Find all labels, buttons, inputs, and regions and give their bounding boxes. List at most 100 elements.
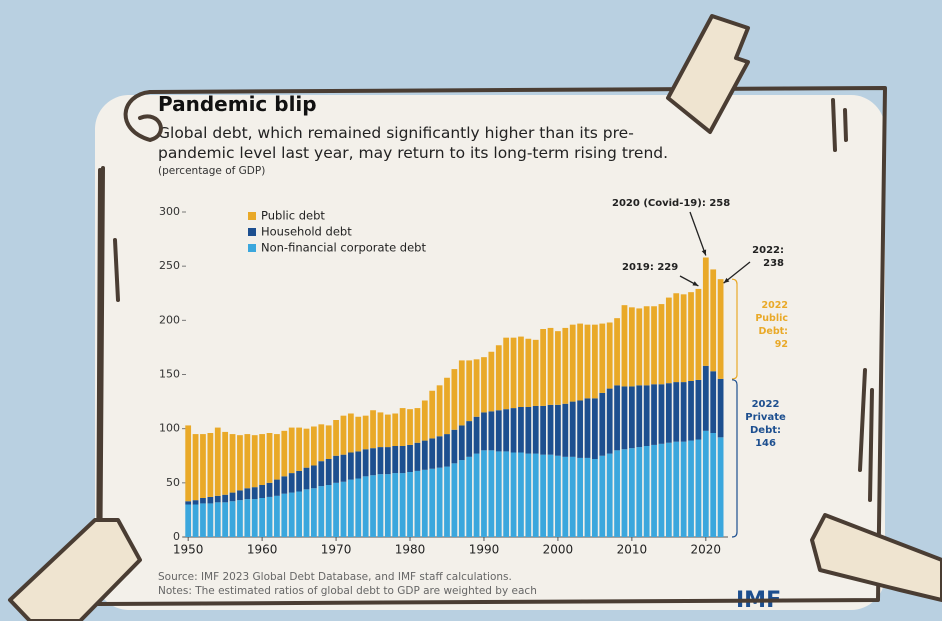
- bar-segment: [503, 451, 510, 537]
- bar-segment: [214, 502, 221, 537]
- bar-segment: [532, 405, 539, 454]
- bar-segment: [296, 470, 302, 492]
- bar-segment: [407, 444, 413, 472]
- x-tick-label: 2000: [543, 543, 574, 557]
- bar-segment: [355, 451, 362, 479]
- legend-swatch: [248, 228, 256, 236]
- bar-segment: [510, 337, 517, 409]
- bracket: [731, 278, 738, 380]
- bar-segment: [717, 378, 724, 438]
- bar-segment: [481, 450, 487, 537]
- bar-segment: [347, 452, 354, 480]
- bar-segment: [658, 304, 665, 385]
- bar-segment: [192, 500, 199, 505]
- bar-segment: [466, 421, 473, 457]
- bar-segment: [614, 385, 620, 451]
- bar-segment: [370, 410, 376, 449]
- bar-segment: [185, 425, 192, 502]
- bar-segment: [281, 476, 288, 494]
- bar-segment: [621, 386, 628, 450]
- bar-segment: [436, 467, 443, 537]
- bar-segment: [688, 440, 694, 537]
- bar-segment: [200, 434, 206, 498]
- x-tick-label: 2010: [617, 543, 648, 557]
- bar-segment: [429, 390, 436, 439]
- bar-segment: [214, 495, 221, 503]
- bar-segment: [495, 451, 502, 537]
- bar-segment: [377, 412, 384, 448]
- chart-subtitle: Global debt, which remained significantl…: [158, 124, 634, 142]
- bar-segment: [695, 288, 702, 380]
- bar-segment: [347, 479, 354, 537]
- bar-segment: [481, 357, 487, 413]
- bar-segment: [340, 415, 347, 455]
- bar-segment: [207, 433, 214, 497]
- bar-segment: [658, 443, 665, 537]
- bar-segment: [540, 454, 547, 537]
- bar-segment: [399, 473, 406, 537]
- bar-segment: [399, 408, 406, 446]
- bar-segment: [266, 496, 273, 537]
- bar-segment: [222, 502, 229, 537]
- bar-segment: [340, 481, 347, 537]
- bar-segment: [347, 413, 354, 453]
- bar-segment: [444, 466, 450, 537]
- bar-segment: [599, 392, 606, 456]
- bar-segment: [688, 381, 694, 441]
- bar-segment: [311, 465, 317, 489]
- bar-segment: [518, 407, 524, 453]
- bar-segment: [229, 501, 236, 537]
- bar-segment: [207, 496, 214, 504]
- bar-segment: [577, 457, 583, 537]
- bar-segment: [325, 459, 332, 485]
- bar-segment: [436, 436, 443, 468]
- x-tick-label: 2020: [691, 543, 722, 557]
- bar-segment: [510, 452, 517, 537]
- bar-segment: [614, 450, 620, 537]
- annotation: 2022: 238: [752, 245, 784, 269]
- bar-segment: [244, 488, 251, 500]
- bar-segment: [592, 398, 598, 459]
- bar-segment: [451, 463, 458, 537]
- bar-segment: [392, 473, 399, 537]
- bar-segment: [592, 324, 598, 399]
- bar-segment: [673, 441, 680, 537]
- bar-segment: [488, 450, 495, 537]
- bar-segment: [555, 404, 561, 456]
- y-tick-label: 0: [173, 530, 180, 543]
- bar-segment: [525, 407, 532, 454]
- bar-segment: [466, 360, 473, 422]
- bar-segment: [702, 430, 709, 537]
- bar-segment: [266, 433, 273, 483]
- bar-segment: [584, 324, 591, 399]
- bar-segment: [503, 337, 510, 410]
- bar-segment: [377, 447, 384, 475]
- bar-segment: [458, 360, 465, 426]
- bar-segment: [362, 449, 369, 477]
- legend-label: Public debt: [261, 209, 325, 223]
- bar-segment: [192, 504, 199, 537]
- bar-segment: [259, 434, 266, 485]
- legend-label: Non-financial corporate debt: [261, 241, 426, 255]
- bar-segment: [702, 257, 709, 366]
- bar-segment: [274, 495, 280, 537]
- bar-segment: [592, 459, 598, 537]
- bar-segment: [628, 386, 635, 449]
- bar-segment: [569, 401, 576, 457]
- y-tick-label: 300: [159, 205, 180, 218]
- annotation: 2022 Public Debt: 92: [755, 300, 788, 350]
- bar-segment: [547, 327, 554, 405]
- bar-segment: [710, 433, 717, 537]
- bar-segment: [444, 434, 450, 467]
- bar-segment: [244, 434, 251, 489]
- bar-segment: [185, 504, 192, 537]
- bar-segment: [680, 382, 687, 442]
- bar-segment: [473, 416, 480, 454]
- bar-segment: [673, 293, 680, 383]
- bar-segment: [651, 306, 657, 385]
- bar-segment: [436, 385, 443, 437]
- bar-segment: [355, 478, 362, 537]
- bar-segment: [200, 503, 206, 537]
- bar-segment: [318, 424, 325, 462]
- y-tick-label: 100: [159, 422, 180, 435]
